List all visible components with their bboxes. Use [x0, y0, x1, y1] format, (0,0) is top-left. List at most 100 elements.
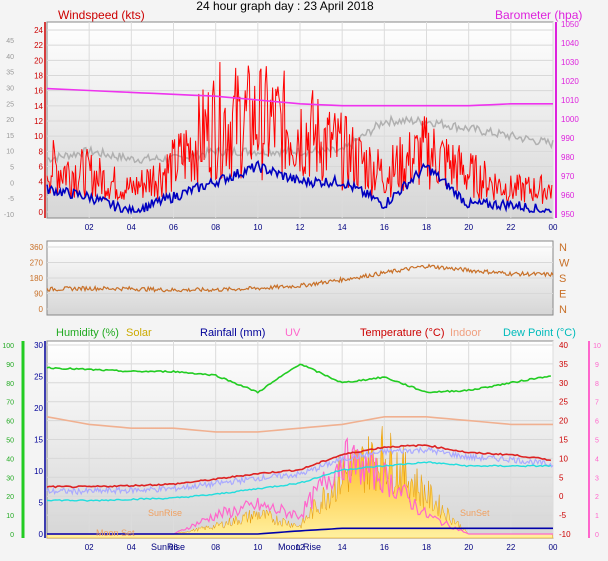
uv-tick-label: 6 — [595, 419, 599, 426]
uv-tick-label: 10 — [593, 343, 601, 350]
wind-x-tick-label: 18 — [422, 223, 431, 232]
wind-outer-tick-label: -10 — [4, 212, 14, 219]
graph-title: 24 hour graph day : 23 April 2018 — [196, 0, 374, 13]
compass-label: E — [559, 289, 566, 301]
temperature-tick-label: 20 — [559, 417, 568, 426]
barometer-tick-label: 1040 — [561, 39, 579, 48]
humidity-tick-label: 60 — [6, 419, 14, 426]
wind-outer-tick-label: 25 — [6, 101, 14, 108]
windspeed-series-line — [46, 61, 553, 204]
windspeed-tick-label: 2 — [39, 193, 44, 202]
compass-label: N — [559, 304, 567, 316]
legend-humidity: Humidity (%) — [56, 327, 119, 339]
wind-x-tick-label: 12 — [296, 223, 305, 232]
temperature-tick-label: 15 — [559, 436, 568, 445]
windspeed-tick-label: 24 — [34, 26, 43, 35]
wind-x-tick-label: 14 — [338, 223, 347, 232]
humidity-tick-label: 40 — [6, 456, 14, 463]
temperature-tick-label: 25 — [559, 398, 568, 407]
direction-tick-label: 270 — [30, 259, 44, 268]
barometer-tick-label: 1020 — [561, 77, 579, 86]
legend-uv: UV — [285, 327, 301, 339]
legend-solar: Solar — [126, 327, 152, 339]
rainfall-tick-label: 10 — [34, 467, 43, 476]
windspeed-tick-label: 8 — [39, 147, 44, 156]
humidity-series-line — [46, 363, 551, 394]
uv-tick-label: 1 — [595, 513, 599, 520]
barometer-tick-label: 970 — [561, 172, 575, 181]
compass-label: S — [559, 273, 566, 285]
barometer-tick-label: 950 — [561, 210, 575, 219]
barometer-y-ticks: 1050 1040 1030 1020 1010 1000 990 980 970 960 950 — [555, 20, 579, 219]
temperature-tick-label: 10 — [559, 454, 568, 463]
direction-y-ticks: 360 270 180 90 0 — [30, 243, 44, 314]
temperature-tick-label: -10 — [559, 530, 571, 539]
legend-dewpoint: Dew Point (°C) — [503, 327, 576, 339]
barometer-tick-label: 1000 — [561, 115, 579, 124]
barometer-series-line — [46, 87, 553, 107]
wind-x-tick-label: 08 — [211, 223, 220, 232]
sunrise-label-top: SunRise — [148, 508, 182, 518]
rainfall-tick-label: 20 — [34, 404, 43, 413]
climate-x-tick-label: 02 — [85, 543, 94, 552]
climate-series — [46, 363, 554, 539]
wind-x-tick-label: 10 — [253, 223, 262, 232]
barometer-tick-label: 960 — [561, 191, 575, 200]
windspeed-tick-label: 14 — [34, 102, 43, 111]
humidity-tick-label: 10 — [6, 513, 14, 520]
uv-tick-label: 4 — [595, 456, 599, 463]
temperature-tick-label: 35 — [559, 360, 568, 369]
temperature-tick-label: 5 — [559, 473, 564, 482]
sunrise-label: SunRise — [151, 542, 185, 552]
rainfall-y-ticks: 30 25 20 15 10 5 0 — [34, 341, 46, 539]
moonset-label-top: Moon Set — [96, 528, 135, 538]
windspeed-tick-label: 10 — [34, 132, 43, 141]
climate-x-tick-label: 18 — [422, 543, 431, 552]
climate-x-tick-label: 08 — [211, 543, 220, 552]
humidity-tick-label: 50 — [6, 438, 14, 445]
humidity-tick-label: 90 — [6, 362, 14, 369]
wind-x-tick-label: 16 — [380, 223, 389, 232]
wind-outer-tick-label: 5 — [10, 165, 14, 172]
wind-series — [46, 61, 554, 215]
wind-outer-tick-label: 10 — [6, 149, 14, 156]
wind-outer-tick-label: 35 — [6, 70, 14, 77]
chill-series-line — [46, 446, 554, 496]
climate-x-tick-label: 14 — [338, 543, 347, 552]
climate-grid — [47, 341, 554, 538]
temperature-y-ticks: 40 35 30 25 20 15 10 5 0 -5 -10 — [559, 341, 571, 539]
climate-x-tick-label: 04 — [127, 543, 136, 552]
humidity-tick-label: 0 — [10, 532, 14, 539]
climate-x-tick-label: 20 — [464, 543, 473, 552]
barometer-tick-label: 1010 — [561, 96, 579, 105]
moonrise-label: Moon Rise — [278, 542, 321, 552]
barometer-tick-label: 1030 — [561, 58, 579, 67]
rainfall-tick-label: 15 — [34, 436, 43, 445]
uv-tick-label: 7 — [595, 400, 599, 407]
legend-indoor: Indoor — [450, 327, 482, 339]
rainfall-tick-label: 30 — [34, 341, 43, 350]
climate-x-tick-label: 22 — [506, 543, 515, 552]
legend-temperature: Temperature (°C) — [360, 327, 444, 339]
direction-grid — [47, 246, 553, 310]
wind-outer-tick-label: 20 — [6, 117, 14, 124]
average-wind-series-line — [46, 159, 552, 215]
uv-tick-label: 5 — [595, 438, 599, 445]
climate-x-tick-label: 00 — [549, 543, 558, 552]
windspeed-tick-label: 12 — [34, 117, 43, 126]
barometer-tick-label: 1050 — [561, 20, 579, 29]
windspeed-tick-label: 18 — [34, 72, 43, 81]
windspeed-tick-label: 22 — [34, 41, 43, 50]
rainfall-tick-label: 25 — [34, 373, 43, 382]
wind-outer-tick-label: 15 — [6, 133, 14, 140]
climate-x-tick-label: 10 — [253, 543, 262, 552]
rainfall-series-line — [47, 527, 553, 535]
direction-tick-label: 0 — [39, 305, 44, 314]
compass-label: N — [559, 242, 567, 254]
wind-x-tick-label: 02 — [85, 223, 94, 232]
